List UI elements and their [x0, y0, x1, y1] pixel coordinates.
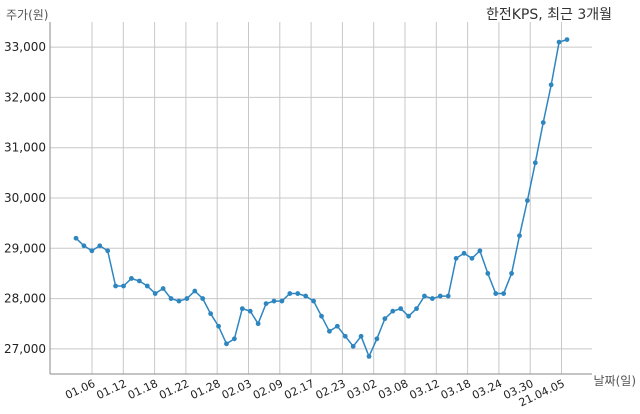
data-point	[493, 291, 499, 296]
data-point	[279, 298, 285, 304]
data-point	[287, 291, 293, 296]
x-tick-label: 03.12	[408, 377, 442, 402]
data-point	[548, 82, 554, 88]
data-point	[390, 308, 396, 314]
data-point	[532, 160, 538, 166]
data-point	[422, 293, 427, 299]
data-point	[303, 293, 309, 299]
data-point	[453, 255, 459, 261]
data-point	[89, 248, 95, 254]
data-point	[525, 198, 530, 203]
x-axis-label: 날짜(일)	[593, 374, 636, 388]
x-tick-label: 01.06	[63, 377, 97, 402]
data-point	[144, 283, 150, 289]
data-point	[414, 306, 419, 312]
x-tick-label: 02.23	[314, 377, 348, 402]
data-point	[564, 37, 570, 42]
data-point	[231, 336, 237, 342]
data-point	[461, 250, 467, 256]
x-tick-label: 03.24	[470, 377, 504, 402]
data-point	[374, 336, 380, 342]
data-point	[319, 313, 324, 319]
data-point	[477, 248, 483, 254]
x-tick-label: 02.09	[251, 377, 285, 402]
data-point	[200, 296, 206, 301]
x-tick-label: 03.08	[376, 377, 410, 402]
data-point	[129, 276, 134, 281]
x-tick-label: 01.12	[95, 377, 129, 402]
data-point	[255, 321, 261, 327]
data-point	[429, 296, 435, 301]
data-point	[239, 306, 245, 312]
data-point	[97, 243, 103, 249]
data-point	[311, 298, 316, 304]
x-tick-label: 01.28	[188, 377, 222, 402]
x-tick-label: 03.18	[439, 377, 473, 402]
x-tick-label: 03.02	[345, 377, 379, 402]
x-tick-label: 01.18	[126, 377, 160, 402]
data-point	[73, 235, 79, 241]
y-tick-label: 30,000	[4, 191, 46, 205]
data-point	[113, 283, 118, 289]
axes	[49, 22, 592, 375]
x-tick-label: 01.22	[157, 377, 191, 402]
y-tick-label: 29,000	[4, 241, 46, 255]
x-axis-ticks: 01.0601.1201.1801.2201.2802.0302.0902.17…	[63, 377, 567, 409]
grid-lines	[50, 22, 592, 374]
x-tick-label: 02.17	[282, 377, 316, 402]
data-point	[247, 308, 253, 314]
chart-title: 한전KPS, 최근 3개월	[485, 7, 612, 23]
data-point	[406, 313, 412, 319]
data-point	[509, 271, 514, 276]
data-point	[334, 323, 340, 329]
data-point	[184, 296, 190, 301]
data-point	[366, 354, 372, 359]
y-tick-label: 28,000	[4, 292, 46, 306]
data-point	[192, 288, 198, 294]
data-point	[540, 120, 546, 125]
data-point	[382, 316, 388, 322]
data-point	[295, 291, 301, 296]
data-point	[350, 343, 356, 349]
y-tick-label: 32,000	[4, 90, 46, 104]
series-stock-price	[73, 37, 570, 359]
data-point	[176, 298, 182, 304]
data-point	[517, 233, 522, 239]
data-point	[271, 298, 277, 304]
data-point	[501, 291, 507, 296]
data-point	[445, 293, 451, 299]
data-point	[398, 306, 404, 312]
y-tick-label: 27,000	[4, 342, 46, 356]
data-point	[81, 243, 87, 249]
data-point	[152, 291, 158, 296]
y-tick-label: 31,000	[4, 141, 46, 155]
data-point	[485, 271, 491, 276]
data-point	[216, 323, 221, 329]
data-point	[469, 255, 475, 261]
data-point	[160, 286, 166, 291]
data-point	[263, 301, 269, 306]
data-point	[327, 328, 332, 334]
y-axis-label: 주가(원)	[6, 8, 49, 22]
data-point	[224, 341, 229, 347]
data-point	[208, 311, 214, 317]
y-axis-ticks: 27,000 28,000 29,000 30,000 31,000 32,000 33,0…	[4, 40, 46, 356]
data-point	[105, 248, 111, 254]
data-point	[358, 333, 364, 339]
data-point	[121, 283, 126, 289]
y-tick-label: 33,000	[4, 40, 46, 54]
data-point	[342, 333, 348, 339]
x-tick-label: 02.03	[220, 377, 254, 402]
data-point	[437, 293, 443, 299]
data-point	[168, 296, 174, 301]
data-point	[136, 278, 142, 284]
data-point	[556, 39, 562, 45]
